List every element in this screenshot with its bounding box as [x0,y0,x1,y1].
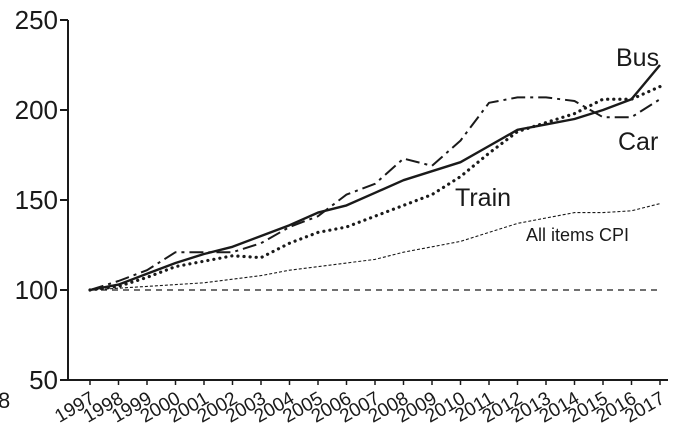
series-line-all-items-cpi [89,203,661,291]
y-tick-label: 150 [15,185,58,215]
y-tick-label: 100 [15,275,58,305]
y-tick-layer: 50 100 150 200 250 [15,5,68,395]
series-label-layer: Bus Car Train All items CPI 8 [0,44,659,413]
x-tick-layer: 1997199819992000200120022003200420052006… [51,380,669,427]
series-line-bus [89,64,661,292]
axes-layer [67,20,668,381]
series-layer [88,64,662,292]
series-label-cpi: All items CPI [526,225,629,245]
series-line-train [88,84,662,292]
stray-tick-fragment: 8 [0,388,10,413]
series-label-bus: Bus [616,44,659,72]
series-label-train: Train [455,184,511,212]
y-tick-label: 200 [15,95,58,125]
series-line-car [89,96,661,291]
series-label-car: Car [618,128,658,156]
y-tick-label: 50 [29,365,58,395]
y-tick-label: 250 [15,5,58,35]
